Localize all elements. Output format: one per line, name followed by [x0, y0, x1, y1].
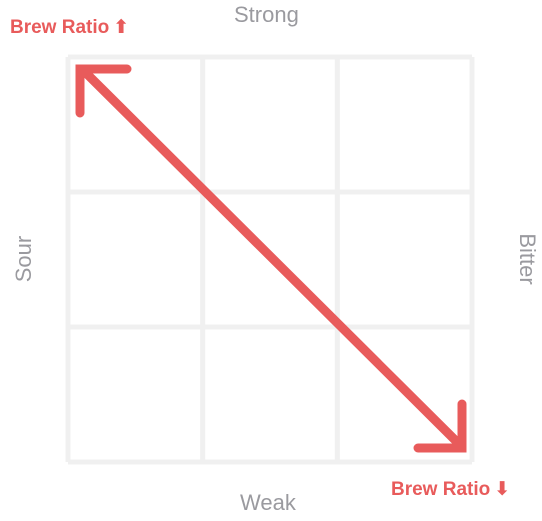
grid-lines [65, 54, 475, 465]
arrow-up-icon: ⬆ [113, 17, 130, 38]
axis-label-weak: Weak [240, 490, 296, 515]
arrowhead-bottom-right [413, 399, 467, 453]
axis-label-strong: Strong [234, 2, 299, 27]
arrow-down-icon: ⬇ [494, 479, 511, 500]
diagonal-arrow-shaft [81, 68, 463, 448]
brew-ratio-increase-text: Brew Ratio [10, 17, 110, 38]
arrowhead-top-left [75, 64, 132, 118]
diagonal-double-arrow [75, 64, 467, 453]
brew-ratio-increase-label: Brew Ratio ⬆ [10, 18, 129, 37]
brew-ratio-decrease-text: Brew Ratio [391, 479, 491, 500]
brew-ratio-decrease-label: Brew Ratio ⬇ [391, 480, 510, 499]
